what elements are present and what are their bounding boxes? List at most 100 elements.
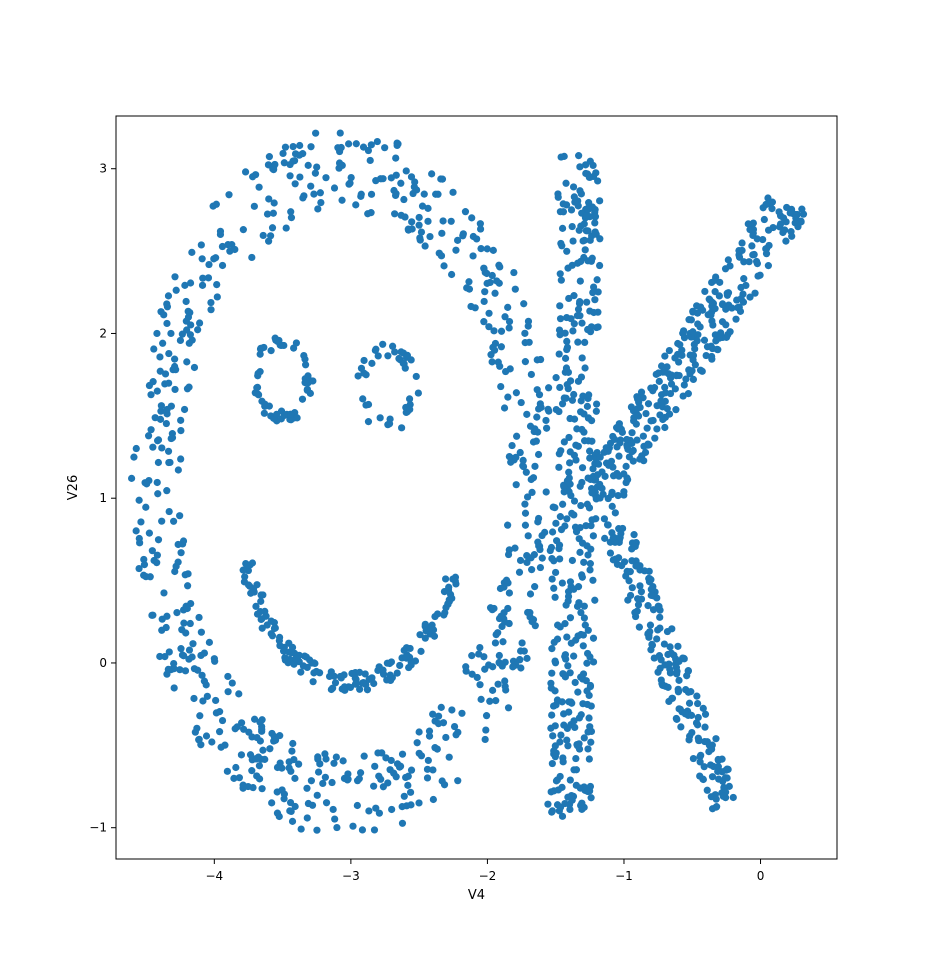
scatter-point bbox=[550, 702, 558, 710]
scatter-point bbox=[280, 411, 288, 420]
scatter-point bbox=[590, 308, 598, 317]
scatter-point bbox=[657, 362, 666, 370]
scatter-point bbox=[661, 352, 669, 360]
scatter-point bbox=[561, 651, 570, 659]
scatter-point bbox=[563, 477, 572, 485]
scatter-point bbox=[421, 634, 429, 642]
scatter-point bbox=[512, 481, 520, 489]
scatter-point bbox=[584, 787, 592, 796]
scatter-point bbox=[586, 566, 594, 574]
scatter-point bbox=[688, 728, 696, 737]
scatter-point bbox=[171, 362, 179, 371]
scatter-point bbox=[589, 465, 597, 473]
scatter-point bbox=[633, 436, 641, 444]
scatter-point bbox=[181, 281, 189, 289]
scatter-point bbox=[476, 225, 485, 233]
scatter-point bbox=[579, 642, 587, 650]
scatter-point bbox=[339, 757, 347, 765]
scatter-point bbox=[417, 752, 426, 760]
scatter-point bbox=[255, 183, 263, 191]
scatter-point bbox=[566, 377, 575, 385]
scatter-point bbox=[594, 323, 602, 331]
scatter-point bbox=[393, 141, 401, 150]
scatter-point bbox=[482, 712, 491, 720]
scatter-point bbox=[576, 548, 584, 556]
scatter-point bbox=[596, 197, 604, 205]
scatter-point bbox=[465, 278, 473, 286]
scatter-point bbox=[241, 573, 249, 581]
scatter-point bbox=[538, 554, 546, 562]
scatter-point bbox=[635, 623, 643, 631]
scatter-point bbox=[148, 611, 156, 619]
scatter-point bbox=[687, 688, 695, 696]
scatter-point bbox=[620, 491, 628, 499]
scatter-point bbox=[721, 774, 730, 782]
scatter-point bbox=[158, 444, 166, 452]
scatter-point bbox=[534, 450, 543, 459]
scatter-point bbox=[367, 190, 376, 198]
scatter-point bbox=[689, 375, 698, 384]
scatter-point bbox=[759, 235, 767, 244]
scatter-point bbox=[630, 414, 638, 422]
scatter-point bbox=[159, 339, 167, 347]
scatter-point bbox=[548, 759, 556, 768]
scatter-point bbox=[724, 765, 732, 774]
scatter-point bbox=[586, 560, 594, 568]
scatter-point bbox=[367, 141, 375, 149]
scatter-point bbox=[500, 404, 509, 412]
scatter-point bbox=[491, 639, 500, 647]
scatter-point bbox=[632, 562, 640, 570]
scatter-point bbox=[198, 281, 207, 289]
scatter-point bbox=[383, 676, 391, 684]
scatter-point bbox=[579, 392, 587, 400]
scatter-point bbox=[661, 368, 669, 376]
scatter-point bbox=[407, 356, 415, 364]
scatter-point bbox=[495, 651, 503, 660]
scatter-point bbox=[150, 345, 158, 353]
scatter-point bbox=[631, 542, 639, 551]
scatter-point bbox=[574, 338, 582, 346]
scatter-point bbox=[153, 551, 161, 559]
scatter-point bbox=[565, 468, 573, 476]
scatter-point bbox=[406, 405, 414, 414]
scatter-point bbox=[364, 418, 373, 426]
scatter-point bbox=[213, 280, 221, 289]
scatter-point bbox=[216, 708, 224, 716]
scatter-point bbox=[272, 410, 281, 418]
scatter-point bbox=[562, 364, 571, 372]
scatter-point bbox=[520, 300, 528, 308]
scatter-point bbox=[580, 558, 588, 566]
scatter-point bbox=[670, 651, 678, 659]
scatter-point bbox=[202, 732, 211, 740]
scatter-point bbox=[655, 602, 663, 611]
scatter-point bbox=[480, 297, 488, 306]
scatter-point bbox=[648, 640, 656, 649]
scatter-point bbox=[404, 226, 413, 234]
scatter-point bbox=[170, 684, 178, 692]
scatter-point bbox=[577, 608, 585, 617]
scatter-point bbox=[412, 372, 420, 381]
scatter-point bbox=[647, 384, 655, 392]
scatter-point bbox=[580, 734, 588, 742]
scatter-point bbox=[379, 340, 387, 348]
scatter-point bbox=[592, 407, 600, 415]
scatter-point bbox=[261, 607, 269, 616]
scatter-point bbox=[620, 470, 628, 478]
scatter-point bbox=[144, 432, 153, 440]
scatter-point bbox=[656, 624, 664, 632]
scatter-point bbox=[481, 288, 489, 296]
scatter-point bbox=[694, 713, 702, 722]
scatter-point bbox=[557, 239, 565, 248]
scatter-point bbox=[397, 348, 405, 356]
scatter-point bbox=[473, 673, 481, 682]
x-tick-label: −3 bbox=[342, 869, 360, 883]
scatter-point bbox=[282, 224, 290, 232]
scatter-point bbox=[594, 288, 602, 296]
scatter-point bbox=[391, 348, 399, 356]
scatter-point bbox=[364, 146, 372, 155]
scatter-point bbox=[682, 375, 690, 383]
scatter-point bbox=[524, 317, 533, 325]
scatter-point bbox=[199, 697, 207, 705]
scatter-point bbox=[505, 589, 513, 597]
